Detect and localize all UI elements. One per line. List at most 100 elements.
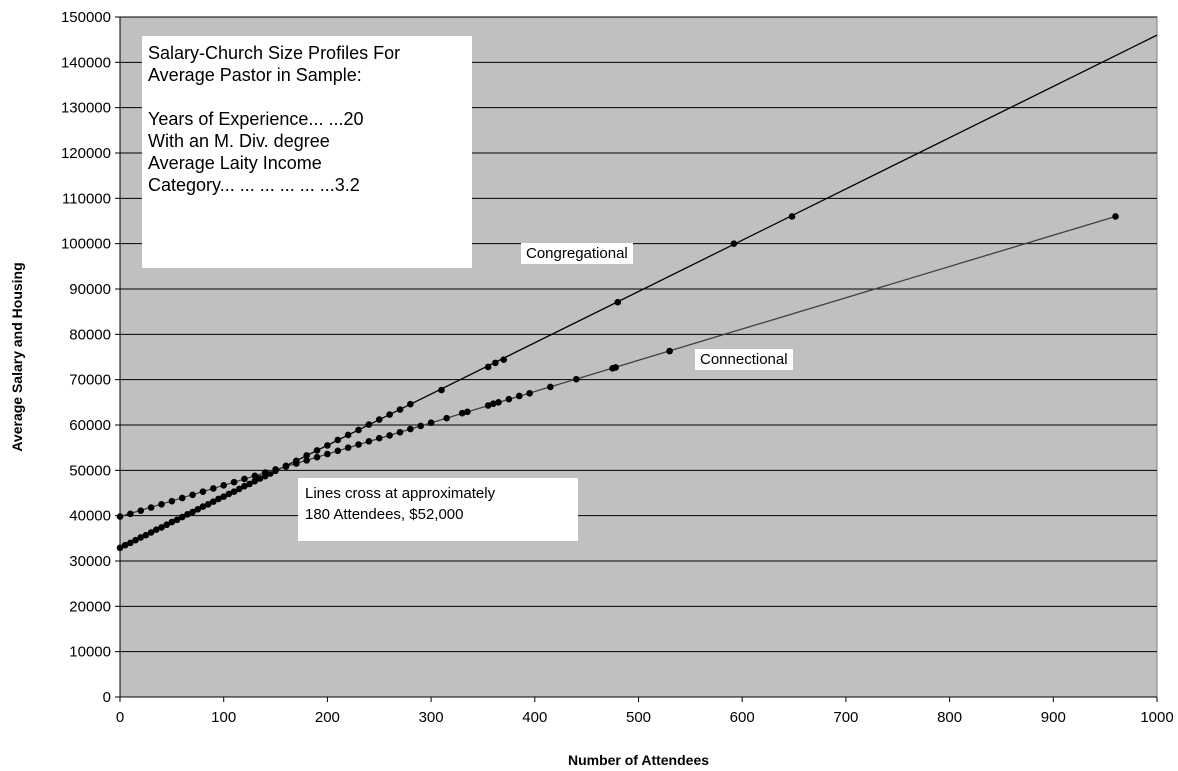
info-line: Years of Experience... ...20 [148,109,364,129]
congregational-data-point [116,544,124,552]
connectional-data-point [158,501,165,508]
congregational-data-point [256,475,264,482]
congregational-data-point [168,518,176,526]
y-tick-label: 0 [103,689,111,706]
congregational-trend-line [119,34,1158,549]
connectional-data-point [241,475,248,483]
axes: 0100002000030000400005000060000700008000… [61,9,1174,726]
congregational-data-point [184,511,191,518]
y-tick-label: 140000 [61,54,111,71]
connectional-data-point [303,457,310,464]
congregational-data-point [246,480,253,488]
congregational-data-point [303,452,310,459]
congregational-data-point [334,436,342,444]
connectional-data-point [547,383,554,391]
congregational-data-point [137,534,145,541]
congregational-data-point [142,531,150,539]
info-annotation-box: Salary-Church Size Profiles For Average … [142,36,472,268]
congregational-data-point [163,521,170,529]
connectional-data-point [365,438,373,445]
y-tick-label: 80000 [69,326,111,343]
congregational-data-point [215,495,222,503]
connectional-data-point [484,402,492,409]
connectional-data-point [443,414,450,422]
info-line: Average Laity Income [148,153,322,173]
connectional-data-point [515,392,523,400]
congregational-data-point [375,416,383,423]
y-tick-label: 100000 [61,236,111,253]
connectional-data-point [168,497,176,505]
connectional-data-point [282,463,290,471]
congregational-data-point [407,400,414,408]
congregational-data-point [173,516,181,524]
connectional-data-point [1112,213,1119,220]
crossing-line: 180 Attendees, $52,000 [305,506,464,523]
y-tick-label: 110000 [62,190,111,207]
connectional-data-point [666,347,673,355]
connectional-data-point [251,472,259,480]
connectional-data-point [147,504,155,511]
connectional-data-point [355,441,362,448]
y-tick-label: 40000 [69,508,111,525]
crossing-line: Lines cross at approximately [305,485,496,502]
congregational-data-point [147,529,155,536]
congregational-label: Congregational [521,243,633,264]
series-layer [116,34,1158,552]
congregational-data-point [220,493,227,500]
x-tick-label: 200 [315,709,340,726]
series-connectional [116,213,1119,520]
connectional-data-point [396,428,404,436]
x-tick-label: 0 [116,709,124,726]
congregational-data-point [152,526,160,534]
y-tick-label: 130000 [61,100,111,117]
x-axis-title: Number of Attendees [568,752,709,768]
connectional-data-point [272,466,279,473]
connectional-data-point [116,513,124,520]
congregational-data-point [396,406,404,413]
congregational-data-point [199,503,207,510]
connectional-data-point [334,447,342,455]
connectional-data-point [189,491,196,499]
connectional-data-point [612,364,619,371]
congregational-data-point [158,524,165,531]
connectional-data-point [313,453,321,461]
connectional-data-point [464,408,471,416]
congregational-data-point [492,359,499,367]
x-tick-label: 400 [522,709,547,726]
connectional-data-point [427,419,435,427]
y-tick-label: 90000 [69,281,111,298]
connectional-data-point [127,510,134,518]
congregational-data-point [241,482,248,490]
connectional-data-point [230,478,238,486]
y-tick-label: 150000 [61,9,111,26]
connectional-data-point [417,422,425,430]
series-congregational [116,34,1158,552]
x-tick-label: 600 [730,709,755,726]
connectional-data-point [178,494,186,502]
congregational-data-point [230,488,238,495]
congregational-data-point [194,506,202,513]
y-tick-label: 60000 [69,417,111,434]
connectional-data-point [344,444,352,451]
connectional-data-point [572,375,580,383]
connectional-data-point [386,432,393,439]
congregational-data-point [365,421,373,428]
y-tick-label: 70000 [69,372,111,389]
connectional-data-point [324,450,331,458]
connectional-data-point [407,425,414,433]
info-line: Category... ... ... ... ... ...3.2 [148,175,360,195]
connectional-data-point [210,485,217,492]
congregational-data-point [355,426,362,434]
congregational-data-point [730,240,738,247]
congregational-data-point [251,477,259,485]
connectional-data-point [526,389,533,397]
connectional-data-point [490,400,497,407]
info-line: With an M. Div. degree [148,131,330,151]
y-tick-label: 120000 [61,145,111,162]
congregational-data-point [500,356,507,364]
congregational-data-point [127,539,134,547]
connectional-data-point [261,469,269,476]
y-axis-title: Average Salary and Housing [9,262,25,451]
congregational-data-point [313,447,321,454]
x-tick-label: 300 [419,709,444,726]
